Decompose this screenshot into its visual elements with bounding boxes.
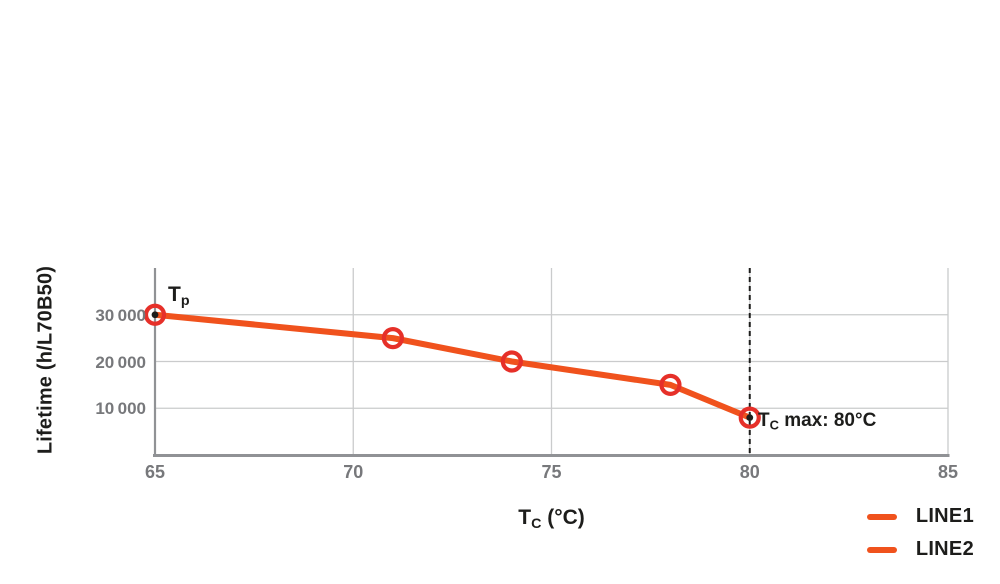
y-tick-label: 10 000	[95, 399, 146, 419]
annotation-tp-main: T	[168, 283, 181, 306]
x-axis-title-main: T	[518, 506, 532, 529]
y-axis-title: Lifetime (h/L70B50)	[34, 265, 57, 455]
x-tick-label: 65	[144, 462, 166, 482]
x-tick-label: 75	[541, 462, 562, 482]
annotation-tc-max: TC max: 80°C	[758, 410, 876, 433]
y-tick-label: 30 000	[95, 305, 146, 325]
annotation-tp: Tp	[168, 283, 190, 309]
legend-item-line2: LINE2	[866, 537, 974, 562]
y-tick-label: 20 000	[95, 352, 146, 372]
annotation-tc-max-rest: max: 80°C	[778, 410, 877, 431]
x-axis-title-sub: C	[531, 515, 542, 532]
annotation-tc-max-sub: C	[769, 417, 779, 433]
annotation-tp-sub: p	[180, 292, 190, 309]
legend-swatch-line1	[866, 513, 897, 520]
x-tick-label: 80	[739, 462, 760, 482]
x-tick-label: 70	[343, 462, 364, 482]
legend-label-line2: LINE2	[915, 538, 974, 560]
x-axis-title-rest: (°C)	[541, 506, 585, 529]
legend: LINE1 LINE2	[866, 504, 974, 562]
annotation-tc-max-main: T	[758, 410, 770, 431]
x-tick-label: 85	[937, 462, 959, 482]
x-axis-title: TC (°C)	[155, 506, 948, 532]
legend-swatch-line2	[866, 546, 897, 553]
legend-item-line1: LINE1	[866, 504, 974, 529]
legend-label-line1: LINE1	[915, 505, 974, 527]
